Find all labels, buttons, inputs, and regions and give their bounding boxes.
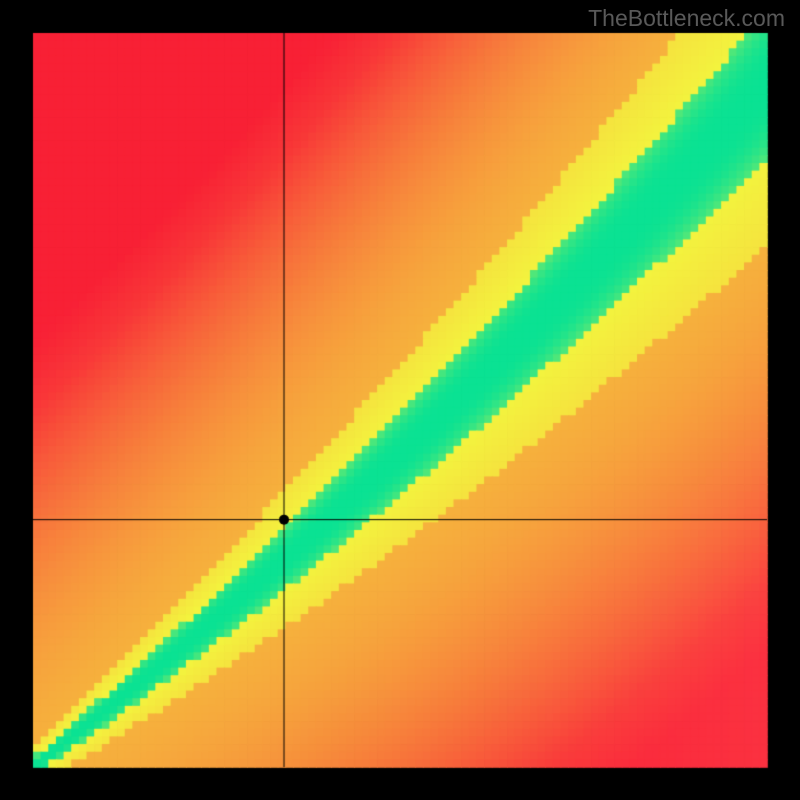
watermark-text: TheBottleneck.com [588,5,785,32]
chart-container: TheBottleneck.com [0,0,800,800]
heatmap-canvas [0,0,800,800]
